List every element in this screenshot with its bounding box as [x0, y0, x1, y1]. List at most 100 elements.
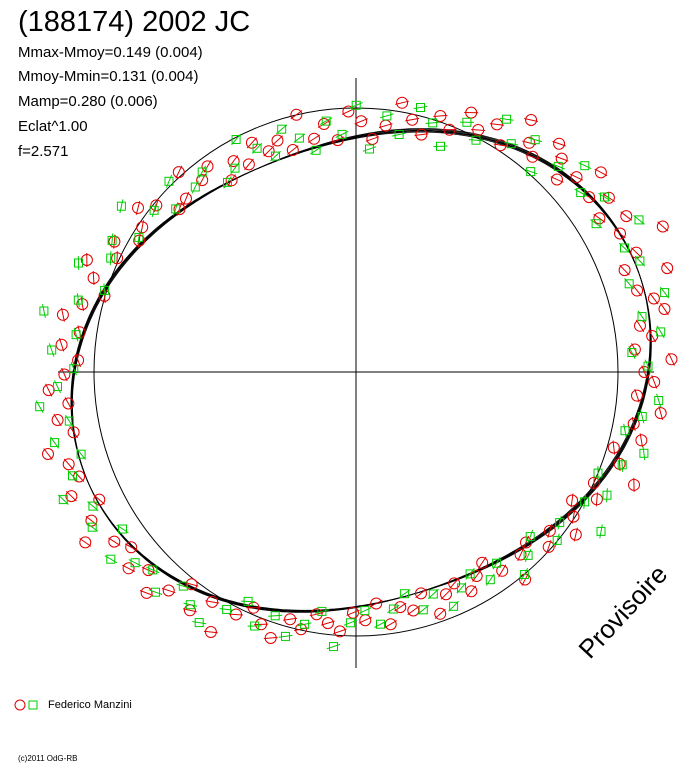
red-circle-point [201, 160, 214, 173]
green-square-point [580, 161, 590, 171]
red-point-errorbar [182, 608, 197, 613]
green-square-point [530, 135, 540, 145]
green-square-point [164, 176, 174, 186]
green-point-errorbar [76, 448, 86, 460]
green-square-point [428, 589, 438, 599]
green-point-errorbar [417, 605, 430, 615]
red-circle-point [321, 617, 334, 630]
red-circle-point [196, 174, 209, 187]
red-point-errorbar [449, 577, 460, 589]
red-point-errorbar [639, 433, 643, 448]
green-point-errorbar [637, 310, 647, 323]
green-square-point [116, 201, 126, 211]
red-point-errorbar [75, 353, 81, 368]
red-circle-point [310, 608, 323, 621]
green-point-errorbar [326, 643, 341, 650]
red-point-errorbar [290, 110, 303, 120]
green-square-point [76, 449, 86, 459]
green-square-point [660, 288, 670, 298]
red-point-errorbar [395, 100, 410, 105]
green-square-point [134, 232, 144, 242]
red-circle-point [627, 417, 640, 430]
green-square-point [317, 606, 327, 616]
red-circle-point [526, 150, 539, 163]
green-point-errorbar [335, 130, 349, 138]
green-square-point [53, 382, 62, 392]
red-point-errorbar [69, 426, 79, 439]
green-point-errorbar [465, 567, 475, 580]
red-point-errorbar [63, 458, 74, 470]
green-point-errorbar [172, 202, 179, 216]
green-square-point [382, 111, 392, 121]
green-square-point [457, 583, 466, 593]
green-square-point [552, 535, 562, 545]
green-point-errorbar [578, 162, 592, 170]
red-point-errorbar [631, 416, 636, 431]
red-circle-point [342, 105, 355, 118]
green-point-errorbar [116, 524, 129, 534]
green-point-errorbar [219, 608, 234, 611]
green-square-point [58, 495, 68, 505]
green-point-errorbar [230, 162, 240, 175]
fit-curve-4 [70, 131, 652, 611]
red-point-errorbar [113, 234, 116, 249]
green-square-point [106, 554, 116, 564]
green-point-errorbar [599, 524, 603, 539]
green-point-errorbar [374, 620, 387, 628]
green-point-errorbar [349, 102, 363, 109]
red-point-errorbar [321, 620, 335, 626]
fit-curve-2 [70, 130, 652, 612]
green-square-point [624, 279, 634, 289]
green-point-errorbar [557, 515, 562, 530]
red-point-errorbar [244, 158, 254, 171]
red-circle-point [206, 595, 219, 608]
stat-frequency: f=2.571 [18, 143, 69, 160]
green-square-point [294, 133, 304, 143]
green-point-errorbar [456, 582, 467, 594]
red-point-errorbar [660, 302, 669, 316]
green-point-errorbar [191, 180, 199, 194]
green-point-errorbar [606, 488, 608, 503]
red-point-errorbar [547, 524, 553, 538]
red-point-errorbar [43, 448, 53, 460]
red-circle-point [415, 587, 427, 600]
legend-observer-name: Federico Manzini [48, 699, 132, 711]
green-point-errorbar [392, 132, 407, 137]
green-square-point [271, 151, 280, 161]
green-point-errorbar [524, 548, 532, 563]
green-point-errorbar [268, 614, 283, 617]
green-square-point [151, 587, 160, 597]
green-square-point [418, 605, 428, 615]
green-point-errorbar [146, 566, 160, 574]
red-point-errorbar [552, 140, 566, 147]
red-circle-point [355, 115, 368, 128]
red-point-errorbar [569, 173, 584, 181]
red-circle-point [542, 540, 555, 553]
green-point-errorbar [520, 567, 529, 581]
red-point-errorbar [414, 133, 429, 136]
fit-curve-1 [71, 129, 652, 612]
green-point-errorbar [528, 137, 543, 143]
red-circle-point [569, 528, 582, 541]
green-point-errorbar [251, 142, 263, 154]
red-point-errorbar [307, 134, 321, 143]
red-circle-point [647, 292, 660, 305]
green-point-errorbar [198, 165, 207, 179]
red-circle-point [370, 597, 383, 610]
red-point-errorbar [103, 288, 106, 303]
green-point-errorbar [241, 600, 256, 603]
red-point-errorbar [203, 160, 212, 173]
green-point-errorbar [192, 621, 207, 625]
green-point-errorbar [53, 380, 61, 394]
green-square-point [88, 501, 98, 511]
green-point-errorbar [504, 141, 519, 146]
red-point-errorbar [369, 599, 383, 608]
red-point-errorbar [394, 602, 407, 612]
red-circle-point [566, 494, 579, 507]
green-point-errorbar [618, 242, 630, 254]
red-circle-point [42, 448, 54, 460]
legend-circle-marker [14, 699, 26, 711]
green-square-point [50, 438, 60, 448]
red-point-errorbar [365, 136, 380, 142]
